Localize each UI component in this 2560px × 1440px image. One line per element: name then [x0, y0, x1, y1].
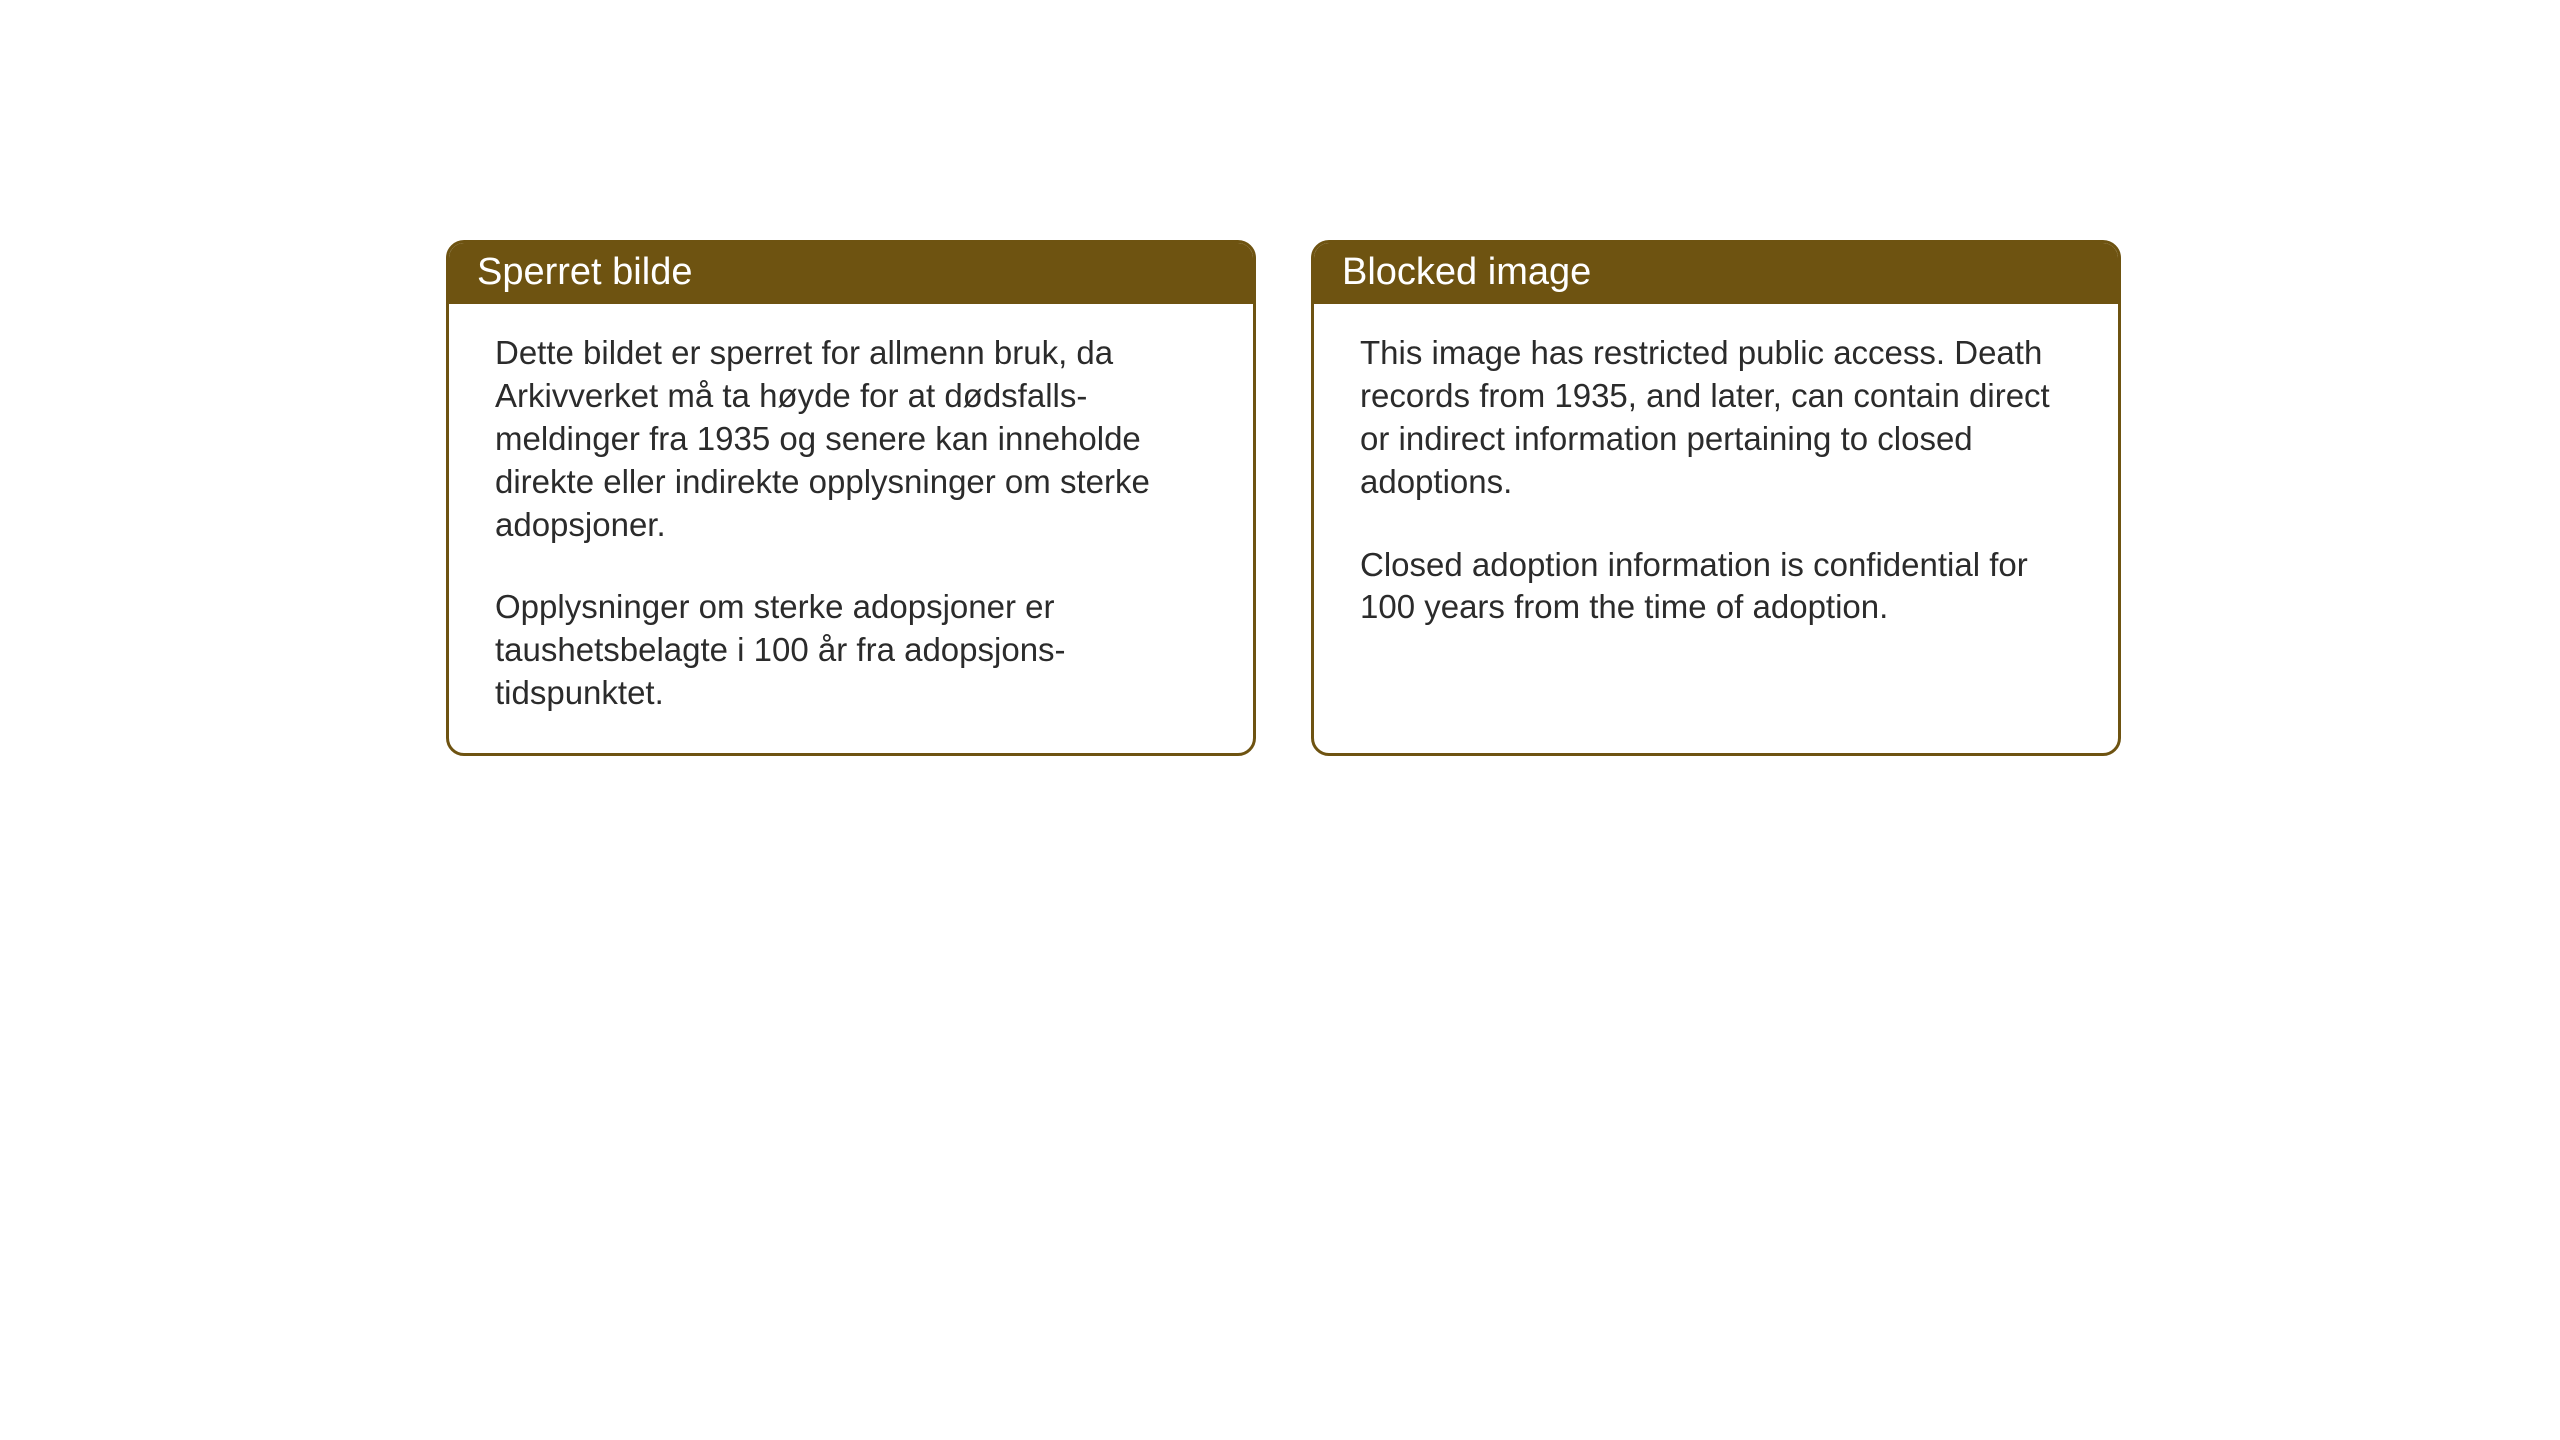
notice-header-norwegian: Sperret bilde — [449, 243, 1253, 304]
notice-container: Sperret bilde Dette bildet er sperret fo… — [446, 240, 2121, 756]
notice-paragraph-2-norwegian: Opplysninger om sterke adopsjoner er tau… — [495, 586, 1211, 715]
notice-paragraph-1-norwegian: Dette bildet er sperret for allmenn bruk… — [495, 332, 1211, 546]
notice-header-english: Blocked image — [1314, 243, 2118, 304]
notice-body-english: This image has restricted public access.… — [1314, 304, 2118, 667]
notice-paragraph-2-english: Closed adoption information is confident… — [1360, 544, 2076, 630]
notice-box-norwegian: Sperret bilde Dette bildet er sperret fo… — [446, 240, 1256, 756]
notice-box-english: Blocked image This image has restricted … — [1311, 240, 2121, 756]
notice-paragraph-1-english: This image has restricted public access.… — [1360, 332, 2076, 504]
notice-body-norwegian: Dette bildet er sperret for allmenn bruk… — [449, 304, 1253, 753]
